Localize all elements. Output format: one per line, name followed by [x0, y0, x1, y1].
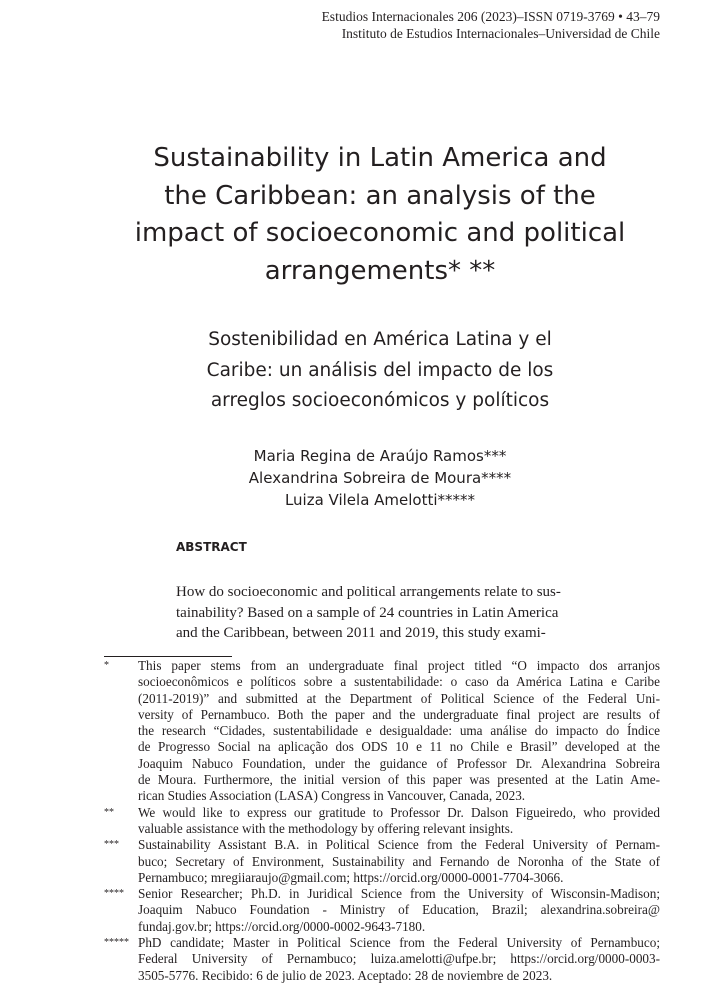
abstract-line: tainability? Based on a sample of 24 cou…: [176, 604, 559, 621]
abstract-line: and the Caribbean, between 2011 and 2019…: [176, 625, 546, 641]
footnote: ***** PhD candidate; Master in Political …: [104, 935, 660, 984]
subtitle-line: Caribe: un análisis del impacto de los: [206, 359, 554, 381]
footnote-line: Joaquim Nabuco Foundation, under the gui…: [138, 755, 660, 771]
abstract-line: How do socioeconomic and political arran…: [176, 584, 561, 600]
footnote-line: We would like to express our gratitude t…: [138, 804, 660, 820]
title-line: Sustainability in Latin America and: [153, 143, 607, 173]
footnote-line: Joaquim Nabuco Foundation - Ministry of …: [138, 902, 660, 918]
footnote-line: This paper stems from an undergraduate f…: [138, 658, 660, 673]
footnote-line: the research “Cidades, sustentabilidade …: [138, 723, 660, 739]
author-list: Maria Regina de Araújo Ramos*** Alexandri…: [60, 445, 700, 511]
footnote-line: PhD candidate; Master in Political Scien…: [138, 935, 660, 951]
subtitle-line: arreglos socioeconómicos y políticos: [210, 390, 550, 411]
title-line: impact of socioeconomic and political: [134, 218, 626, 248]
footnote-text: We would like to express our gratitude t…: [138, 805, 660, 838]
abstract-body: How do socioeconomic and political arran…: [176, 582, 561, 644]
footnote-line: Sustainability Assistant B.A. in Politic…: [138, 837, 660, 853]
footnote-line: Senior Researcher; Ph.D. in Juridical Sc…: [138, 886, 660, 902]
abstract-heading: ABSTRACT: [176, 540, 247, 554]
author-name: Luiza Vilela Amelotti*****: [284, 491, 476, 509]
footnote-line: buco; Secretary of Environment, Sustaina…: [138, 853, 660, 869]
footnote-line: de Moura. Furthermore, the initial versi…: [138, 772, 660, 788]
footnote-line: valuable assistance with the methodology…: [138, 820, 514, 836]
footnote-divider: [104, 656, 232, 657]
footnote-text: This paper stems from an undergraduate f…: [138, 658, 660, 805]
footnote-text: Senior Researcher; Ph.D. in Juridical Sc…: [138, 886, 660, 935]
footnote-line: versity of Pernambuco. Both the paper an…: [138, 706, 660, 722]
footnote-line: Pernambuco; mregiiaraujo@gmail.com; http…: [138, 869, 564, 885]
author-name: Alexandrina Sobreira de Moura****: [248, 469, 512, 487]
footnote-line: Federal University of Pernambuco; luiza.…: [138, 951, 660, 967]
footnote-marker: *****: [104, 937, 129, 949]
running-header: Estudios Internacionales 206 (2023)–ISSN…: [322, 8, 660, 42]
footnote-marker: ***: [104, 839, 119, 851]
spanish-subtitle: Sostenibilidad en América Latina y el Car…: [60, 325, 700, 417]
footnote-line: fundaj.gov.br; https://orcid.org/0000-00…: [138, 918, 426, 934]
journal-info: Estudios Internacionales 206 (2023)–ISSN…: [321, 9, 660, 24]
footnote-text: Sustainability Assistant B.A. in Politic…: [138, 837, 660, 886]
footnotes: * This paper stems from an undergraduate …: [104, 658, 660, 984]
title-line: the Caribbean: an analysis of the: [164, 180, 596, 211]
footnote: **** Senior Researcher; Ph.D. in Juridica…: [104, 886, 660, 935]
institution-info: Instituto de Estudios Internacionales–Un…: [341, 26, 660, 41]
subtitle-line: Sostenibilidad en América Latina y el: [208, 329, 552, 350]
title-line: arrangements* **: [264, 255, 496, 286]
footnote-marker: **: [104, 806, 114, 818]
author-name: Maria Regina de Araújo Ramos***: [253, 447, 507, 465]
footnote: *** Sustainability Assistant B.A. in Poli…: [104, 837, 660, 886]
footnote-line: rican Studies Association (LASA) Congres…: [138, 788, 526, 804]
footnote: * This paper stems from an undergraduate …: [104, 658, 660, 805]
footnote-line: (2011-2019)” and submitted at the Depart…: [138, 690, 660, 706]
footnote: ** We would like to express our gratitude…: [104, 805, 660, 838]
footnote-text: PhD candidate; Master in Political Scien…: [138, 935, 660, 984]
footnote-marker: ****: [104, 888, 124, 900]
footnote-line: 3505-5776. Recibido: 6 de julio de 2023.…: [138, 967, 553, 983]
footnote-marker: *: [104, 660, 109, 671]
footnote-line: socioeconômicos e políticos sobre a sust…: [138, 674, 660, 690]
footnote-line: de Progresso Social na aplicação dos ODS…: [138, 739, 660, 755]
page-title: Sustainability in Latin America and the C…: [60, 140, 700, 290]
